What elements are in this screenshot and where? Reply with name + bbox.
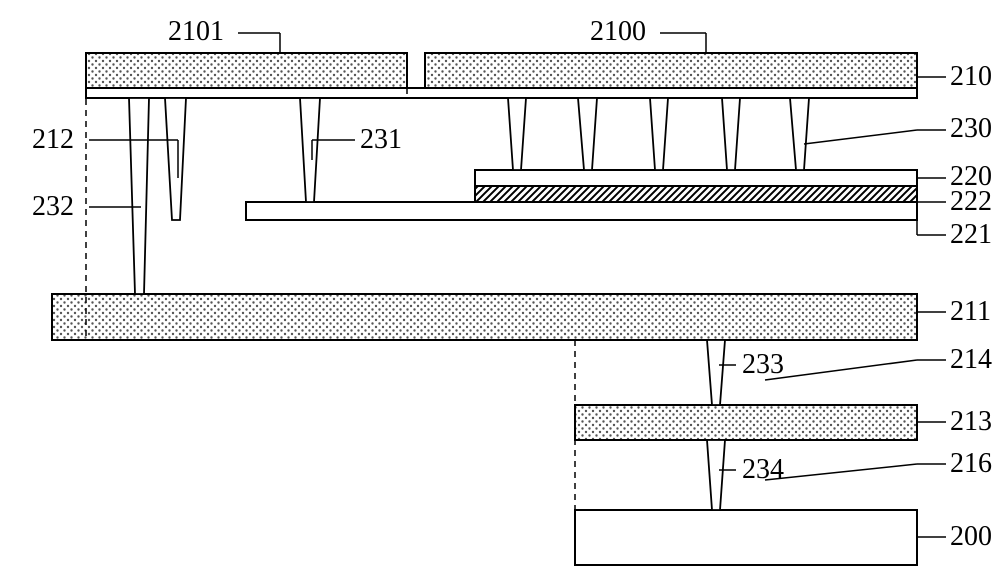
layer-200	[575, 510, 917, 565]
label-234: 234	[742, 454, 784, 485]
label-200: 200	[950, 521, 992, 552]
layer-222	[475, 186, 917, 202]
via-231	[300, 98, 320, 202]
label-222: 222	[950, 186, 992, 217]
gap-212	[86, 88, 917, 98]
label-213: 213	[950, 406, 992, 437]
label-231: 231	[360, 124, 402, 155]
label-212: 212	[32, 124, 74, 155]
via-230-2	[578, 98, 597, 170]
label-210: 210	[950, 61, 992, 92]
diagram-canvas: 2101212232210023121023022022222121121421…	[10, 10, 1000, 568]
via-232-1	[129, 98, 149, 294]
leader	[765, 360, 917, 380]
via-234	[707, 440, 725, 510]
layer-211	[52, 294, 917, 340]
label-230: 230	[950, 113, 992, 144]
label-216: 216	[950, 448, 992, 479]
leader	[765, 464, 917, 480]
label-232: 232	[32, 191, 74, 222]
label-2100: 2100	[590, 16, 646, 47]
via-230-4	[722, 98, 740, 170]
layer-220	[475, 170, 917, 186]
layer-2100	[425, 53, 917, 88]
via-230-1	[508, 98, 526, 170]
layer-2101	[86, 53, 407, 88]
via-230-3	[650, 98, 668, 170]
label-2101: 2101	[168, 16, 224, 47]
layer-221	[246, 202, 917, 220]
via-230-5	[790, 98, 809, 170]
label-211: 211	[950, 296, 991, 327]
label-233: 233	[742, 349, 784, 380]
label-214: 214	[950, 344, 992, 375]
via-212	[165, 98, 186, 220]
layer-213	[575, 405, 917, 440]
label-221: 221	[950, 219, 992, 250]
leader	[804, 130, 917, 144]
via-233	[707, 340, 725, 405]
